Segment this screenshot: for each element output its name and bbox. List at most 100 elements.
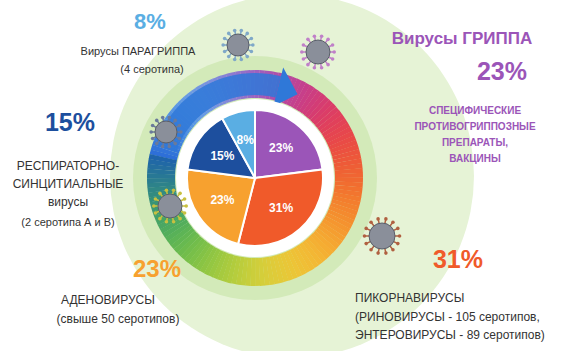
virus-spike-tip <box>369 220 373 224</box>
virus-spike-tip <box>151 124 155 128</box>
annotation-note: СПЕЦИФИЧЕСКИЕ <box>429 105 522 116</box>
virus-spike-tip <box>227 32 231 36</box>
virus-body <box>306 40 330 64</box>
slice-label: 23% <box>269 141 293 155</box>
virus-spike-tip <box>161 145 165 149</box>
percent-label: 23% <box>133 255 181 282</box>
virus-spike-tip <box>300 50 304 54</box>
slice-label: 15% <box>210 149 234 163</box>
virus-spike-tip <box>369 248 373 252</box>
virus-spike-tip <box>173 142 177 146</box>
virus-spike-tip <box>313 34 317 38</box>
virus-spike-tip <box>158 217 162 221</box>
annotation-title: РЕСПИРАТОРНО- <box>17 159 119 173</box>
virus-spike-tip <box>155 142 159 146</box>
annotation-title: АДЕНОВИРУСЫ <box>61 293 155 307</box>
percent-label: 31% <box>433 245 483 273</box>
virus-spike-tip <box>376 251 380 255</box>
virus-body <box>369 223 395 249</box>
virus-spike-tip <box>173 119 177 123</box>
virus-spike-tip <box>384 217 388 221</box>
virus-icon <box>149 116 182 149</box>
virus-spike-tip <box>313 66 317 70</box>
virus-spike-tip <box>240 29 244 33</box>
virus-spike-tip <box>396 227 400 231</box>
virus-spike-tip <box>332 50 336 54</box>
inner-disc <box>176 99 334 257</box>
pie <box>187 110 323 246</box>
ring-halo <box>133 56 377 300</box>
virus-spike-tip <box>158 192 162 196</box>
annotation-note: (РИНОВИРУСЫ - 105 серотипов, <box>355 310 540 324</box>
virus-spike-tip <box>245 55 249 59</box>
annotation-title: вирусы <box>48 195 88 209</box>
virus-icon <box>363 217 402 255</box>
virus-spike-tip <box>391 220 395 224</box>
slice-label: 23% <box>210 193 234 207</box>
virus-spike-tip <box>223 37 227 41</box>
virus-spike-tip <box>155 119 159 123</box>
virus-spike-tip <box>165 220 169 224</box>
slice-label: 8% <box>237 133 255 147</box>
virus-spike-tip <box>179 130 183 134</box>
virus-spike-tip <box>178 217 182 221</box>
annotation-note: (2 серотипа А и В) <box>21 216 114 228</box>
ring-segment <box>147 178 175 183</box>
annotation-title: ПИКОРНАВИРУСЫ <box>355 291 464 305</box>
virus-spike-tip <box>306 38 310 42</box>
chart: 23% 31% 23% 15%8% 23% Вирусы ГРИППА СПЕЦИФИЧЕС… <box>0 0 578 351</box>
virus-body <box>155 121 177 143</box>
virus-spike-tip <box>320 66 324 70</box>
virus-spike-tip <box>178 192 182 196</box>
annotation-note: ЭНТЕРОВИРУСЫ - 89 серотипов) <box>355 328 545 342</box>
slice-label: 31% <box>269 201 293 215</box>
virus-spike-tip <box>302 43 306 47</box>
virus-spike-tip <box>391 248 395 252</box>
virus-spike-tip <box>184 204 188 208</box>
virus-spike-tip <box>251 43 255 47</box>
ring-segment <box>335 173 363 178</box>
virus-spike-tip <box>172 188 176 192</box>
virus-spike-tip <box>227 55 231 59</box>
virus-spike-tip <box>161 116 165 120</box>
virus-spike-tip <box>326 38 330 42</box>
virus-spike-tip <box>320 34 324 38</box>
virus-icon <box>221 29 254 62</box>
annotation-title: СИНЦИТИАЛЬНЫЕ <box>13 177 124 191</box>
arrow-head <box>273 68 297 107</box>
virus-spike-tip <box>302 57 306 61</box>
ring-segment <box>149 154 177 164</box>
virus-spike-tip <box>178 124 182 128</box>
virus-spike-tip <box>233 58 237 62</box>
pie-slice <box>187 169 255 243</box>
ring-segment <box>255 258 260 286</box>
virus-icon <box>152 188 188 223</box>
virus-spike-tip <box>331 57 335 61</box>
annotation-note: ПРОТИВОГРИППОЗНЫЕ <box>414 121 536 132</box>
virus-spike-tip <box>149 130 153 134</box>
annotation-note: (4 серотипа) <box>120 63 183 75</box>
virus-spike-tip <box>178 137 182 141</box>
virus-spike-tip <box>240 58 244 62</box>
virus-spike-tip <box>384 251 388 255</box>
virus-spike-tip <box>250 37 254 41</box>
virus-spike-tip <box>168 116 172 120</box>
virus-spike-tip <box>363 234 367 238</box>
virus-spike-tip <box>168 145 172 149</box>
annotation-note: ПРЕПАРАТЫ, <box>442 137 508 148</box>
virus-spike-tip <box>398 234 402 238</box>
annotation-note: (свыше 50 серотипов) <box>57 312 180 326</box>
virus-spike-tip <box>165 188 169 192</box>
annotation-title: Вирусы ГРИППА <box>392 29 533 48</box>
virus-spike-tip <box>152 204 156 208</box>
virus-spike-tip <box>223 50 227 54</box>
virus-spike-tip <box>376 217 380 221</box>
pie-slice <box>222 110 255 178</box>
virus-spike-tip <box>221 43 225 47</box>
annotation-title: Вирусы ПАРАГРИППА <box>81 45 197 57</box>
virus-spike-tip <box>183 197 187 201</box>
virus-body <box>158 194 182 218</box>
percent-label: 23% <box>477 57 527 85</box>
virus-spike-tip <box>306 63 310 67</box>
virus-spike-tip <box>245 32 249 36</box>
